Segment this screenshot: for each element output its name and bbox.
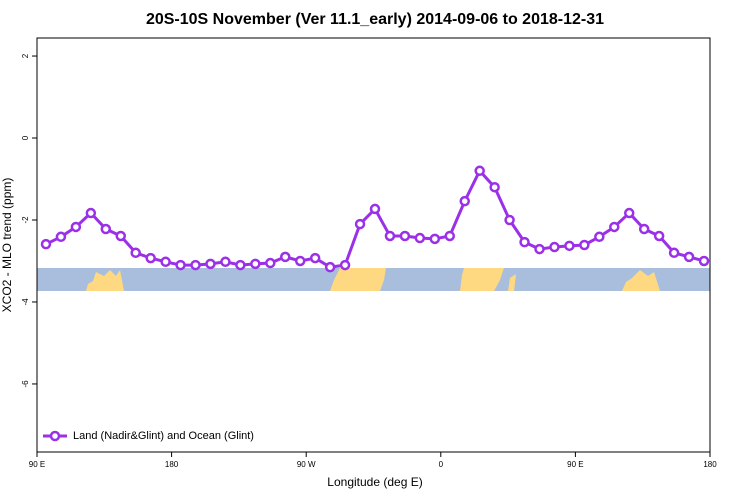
x-tick-label: 180 — [165, 460, 179, 469]
data-point — [190, 259, 201, 271]
data-point — [399, 230, 411, 242]
y-tick-label: -2 — [21, 216, 30, 224]
x-tick-label: 90 E — [567, 460, 583, 469]
data-point — [638, 223, 650, 235]
land-ocean-band — [37, 268, 710, 291]
data-point — [668, 247, 680, 259]
data-point — [369, 203, 381, 215]
data-point — [100, 223, 112, 235]
x-tick-label: 90 W — [297, 460, 316, 469]
data-point — [579, 239, 590, 251]
data-point — [623, 207, 635, 219]
chart-title: 20S-10S November (Ver 11.1_early) 2014-0… — [146, 11, 604, 28]
legend-label: Land (Nadir&Glint) and Ocean (Glint) — [73, 430, 254, 442]
data-point — [534, 243, 545, 255]
data-point — [698, 255, 710, 267]
data-point — [40, 238, 52, 250]
land-patch — [330, 268, 386, 291]
x-axis-title: Longitude (deg E) — [327, 475, 422, 489]
data-point — [280, 251, 291, 263]
data-point — [70, 221, 82, 233]
data-point — [250, 258, 261, 270]
land-patch — [460, 268, 504, 291]
data-point — [220, 256, 231, 268]
x-tick-label: 180 — [703, 460, 717, 469]
y-tick-label: 0 — [21, 135, 30, 140]
data-point — [309, 252, 321, 264]
data-point — [339, 259, 351, 271]
data-point — [175, 259, 186, 271]
x-tick-label: 0 — [439, 460, 444, 469]
data-point — [115, 230, 127, 242]
data-point — [354, 218, 366, 230]
legend-marker — [49, 430, 61, 442]
land-patch — [86, 270, 124, 291]
data-point — [384, 230, 396, 242]
data-point — [429, 233, 441, 245]
y-tick-label: 2 — [21, 53, 30, 58]
data-point — [504, 214, 515, 226]
data-point — [489, 181, 500, 193]
data-point — [609, 221, 620, 233]
data-point — [519, 236, 530, 248]
y-tick-label: -4 — [21, 298, 30, 306]
data-point — [653, 230, 665, 242]
data-point — [683, 251, 695, 263]
data-point — [294, 255, 306, 267]
y-axis-title: XCO2 - MLO trend (ppm) — [0, 178, 14, 313]
data-point — [549, 241, 560, 253]
data-point — [564, 240, 575, 252]
data-point — [205, 258, 216, 270]
data-point — [324, 261, 336, 273]
data-point — [474, 165, 485, 177]
data-point — [594, 231, 605, 243]
land-patch — [622, 270, 660, 291]
plot-frame — [36, 37, 711, 453]
data-point — [235, 259, 246, 271]
data-point — [145, 252, 156, 264]
data-point — [160, 256, 171, 268]
data-point — [85, 207, 97, 219]
series-line — [45, 168, 705, 269]
data-point — [55, 231, 67, 243]
y-tick-label: -6 — [21, 380, 30, 388]
data-point — [265, 257, 276, 269]
x-tick-label: 90 E — [29, 460, 45, 469]
data-point — [444, 230, 456, 242]
data-point — [459, 195, 470, 207]
data-point — [414, 232, 426, 244]
land-patch — [508, 274, 516, 291]
data-point — [130, 247, 141, 259]
